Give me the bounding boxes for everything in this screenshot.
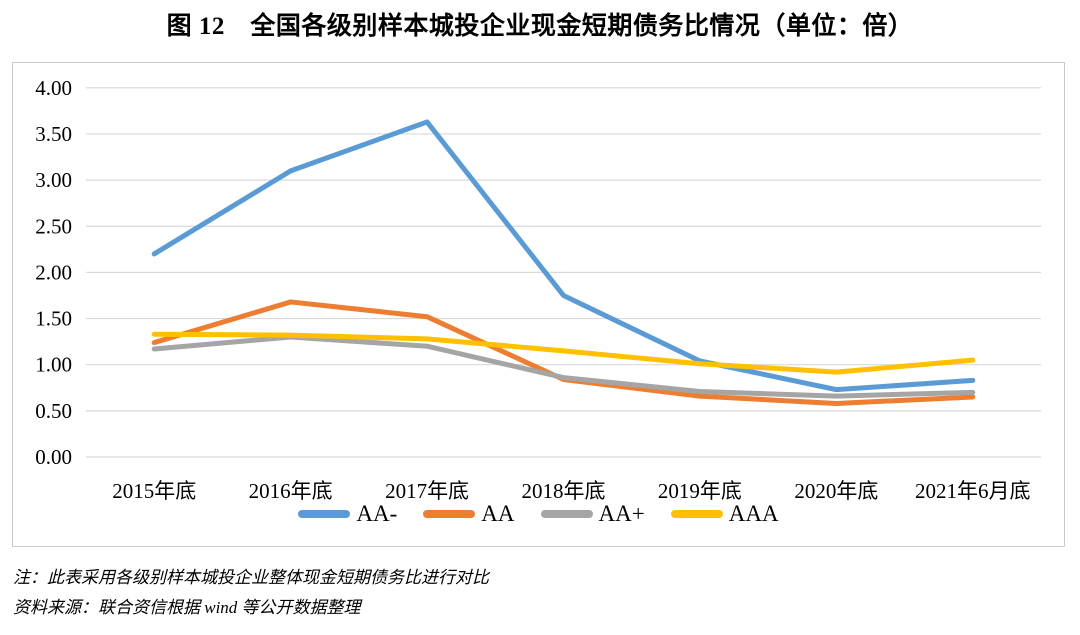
x-axis-label: 2018年底	[521, 479, 606, 503]
x-axis-label: 2019年底	[657, 479, 742, 503]
legend-item-AAA: AAA	[670, 501, 779, 527]
figure-title: 图 12 全国各级别样本城投企业现金短期债务比情况（单位：倍）	[166, 13, 914, 40]
legend-label: AAA	[728, 501, 779, 526]
legend-swatch	[670, 510, 723, 518]
legend-swatch	[540, 510, 593, 518]
x-axis-label: 2020年底	[794, 479, 879, 503]
legend-label: AA+	[598, 501, 645, 526]
legend-swatch	[423, 510, 476, 518]
x-axis-label: 2016年底	[248, 479, 333, 503]
y-tick-label: 0.00	[35, 445, 72, 469]
legend-label: AA-	[356, 501, 398, 526]
y-tick-label: 2.00	[35, 260, 72, 284]
x-axis-label: 2017年底	[385, 479, 470, 503]
legend-item-AA: AA	[423, 501, 515, 527]
series-line-AAA	[151, 331, 976, 375]
figure-notes: 注：此表采用各级别样本城投企业整体现金短期债务比进行对比 资料来源：联合资信根据…	[13, 563, 1063, 623]
y-tick-label: 0.50	[35, 399, 72, 423]
line-chart: 0.00 0.50 1.00 1.50 2.00 2.50 3.00 3.50 4.00	[35, 76, 1041, 469]
series-line-AA-	[151, 119, 976, 393]
y-tick-label: 4.00	[35, 76, 72, 100]
x-axis-label: 2021年6月底	[915, 479, 1031, 503]
x-axis-label: 2015年底	[112, 479, 197, 503]
chart-frame: 0.00 0.50 1.00 1.50 2.00 2.50 3.00 3.50 4.00 201…	[12, 62, 1065, 547]
legend-item-AA-: AA-	[298, 501, 397, 527]
figure-note: 注：此表采用各级别样本城投企业整体现金短期债务比进行对比	[13, 568, 489, 587]
y-tick-label: 3.00	[35, 168, 72, 192]
chart-legend: AA- AA AA+ AAA	[13, 501, 1064, 527]
y-tick-label: 2.50	[35, 214, 72, 238]
y-tick-label: 3.50	[35, 122, 72, 146]
legend-label: AA	[481, 501, 515, 526]
y-tick-label: 1.50	[35, 307, 72, 331]
legend-item-AA+: AA+	[540, 501, 645, 527]
y-tick-label: 1.00	[35, 353, 72, 377]
legend-swatch	[298, 510, 351, 518]
figure-source: 资料来源：联合资信根据 wind 等公开数据整理	[13, 598, 361, 617]
